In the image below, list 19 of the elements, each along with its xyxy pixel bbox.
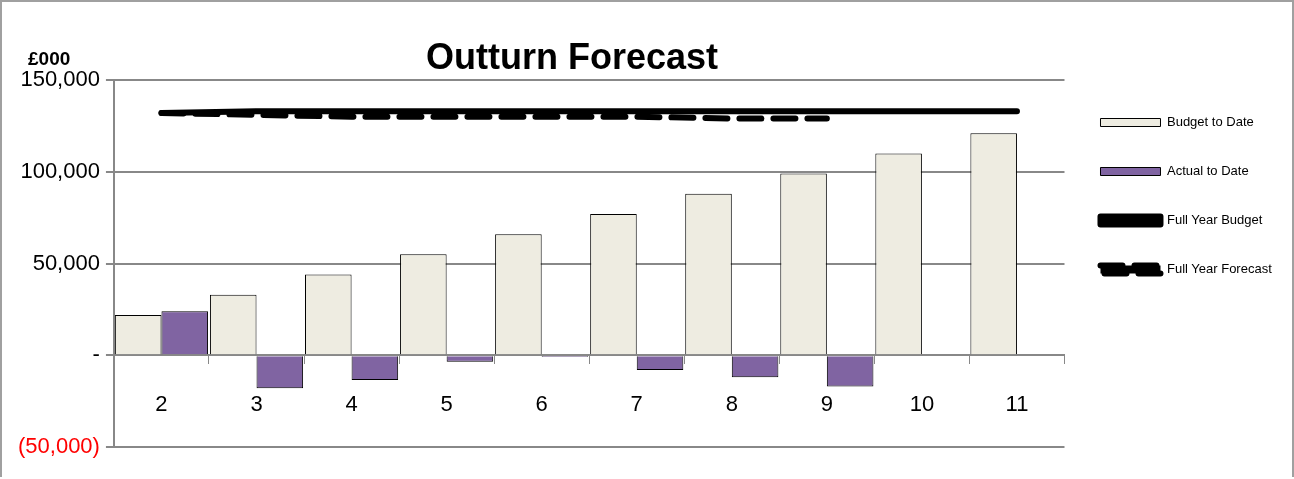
- x-tick-label: 6: [535, 390, 548, 416]
- x-tick-label: 11: [1005, 390, 1029, 416]
- legend-label: Actual to Date: [1166, 163, 1249, 179]
- x-tick-label: 3: [250, 390, 263, 416]
- y-tick-label: 50,000: [32, 249, 100, 275]
- legend-label: Full Year Budget: [1166, 212, 1263, 228]
- x-tick-label: 7: [630, 390, 643, 416]
- x-tick-label: 10: [909, 390, 935, 416]
- x-tick-label: 4: [345, 390, 358, 416]
- legend-label: Budget to Date: [1166, 114, 1254, 130]
- chart-title: Outturn Forecast: [425, 36, 719, 78]
- y-tick-label: (50,000): [17, 433, 100, 459]
- x-tick-label: 8: [725, 390, 738, 416]
- x-tick-label: 5: [440, 390, 453, 416]
- x-tick-label: 2: [155, 390, 168, 416]
- y-tick-label: -: [92, 341, 100, 367]
- x-tick-label: 9: [820, 390, 833, 416]
- legend-label: Full Year Forecast: [1166, 261, 1273, 277]
- y-tick-label: 100,000: [20, 157, 100, 183]
